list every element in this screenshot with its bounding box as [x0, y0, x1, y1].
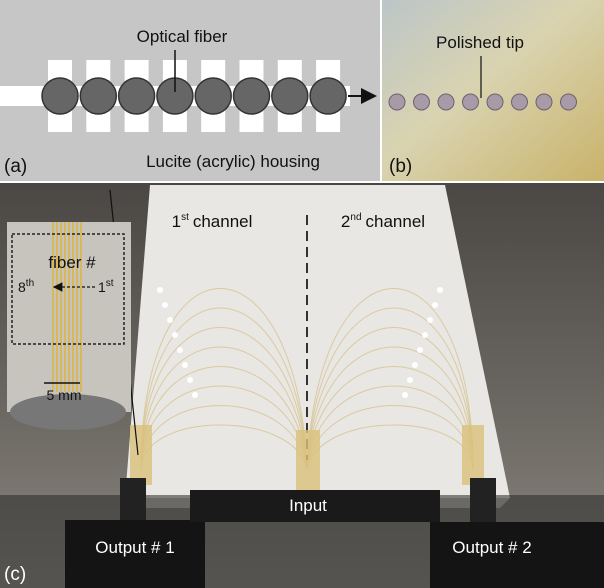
panel-tag: (a): [4, 156, 27, 177]
scale-label: 5 mm: [47, 387, 82, 403]
output-label: Output # 1: [95, 538, 174, 557]
fiber-tip: [487, 94, 503, 110]
channel-suffix: nd: [350, 212, 361, 223]
index-number: 8: [18, 279, 26, 295]
connector: [120, 478, 146, 523]
fiber-clip: [437, 287, 443, 293]
housing-label: Lucite (acrylic) housing: [146, 152, 320, 171]
fiber-clip: [167, 317, 173, 323]
fiber-tip: [389, 94, 405, 110]
fiber-strand: [64, 222, 66, 392]
fiber-clip: [407, 377, 413, 383]
fiber-clip: [157, 287, 163, 293]
fiber: [272, 78, 308, 114]
fiber-strand: [80, 222, 82, 392]
fiber-clip: [402, 392, 408, 398]
fiber-tip: [463, 94, 479, 110]
channel-word: channel: [193, 212, 253, 231]
fiber-strand: [72, 222, 74, 392]
inset-title: fiber #: [48, 253, 96, 272]
fiber: [80, 78, 116, 114]
channel-number: 1: [172, 212, 181, 231]
fiber-label: Optical fiber: [137, 27, 228, 46]
fiber-tip: [561, 94, 577, 110]
fiber-strand: [68, 222, 70, 392]
channel-word: channel: [366, 212, 426, 231]
fiber: [119, 78, 155, 114]
panel-b: Polished tip (b): [382, 0, 604, 181]
fiber-clip: [427, 317, 433, 323]
output-housing: [462, 425, 484, 485]
fiber-clip: [162, 302, 168, 308]
connector: [470, 478, 496, 523]
index-number: 1: [98, 279, 106, 295]
fiber-clip: [187, 377, 193, 383]
panel-tag: (b): [389, 156, 412, 177]
channel-number: 2: [341, 212, 350, 231]
fiber-strand: [76, 222, 78, 392]
fiber: [195, 78, 231, 114]
figure: Optical fiber (a) Lucite (acrylic) housi…: [0, 0, 604, 588]
index-suffix: th: [26, 278, 34, 289]
fiber-clip: [182, 362, 188, 368]
tip-label: Polished tip: [436, 33, 524, 52]
output-label: Output # 2: [452, 538, 531, 557]
panel-tag: (c): [4, 564, 26, 585]
fiber-tip: [536, 94, 552, 110]
fiber: [234, 78, 270, 114]
fiber-tip: [512, 94, 528, 110]
fiber-strand: [56, 222, 58, 392]
fiber-strand: [52, 222, 54, 392]
fiber-tip: [438, 94, 454, 110]
output-housing: [130, 425, 152, 485]
fiber-clip: [412, 362, 418, 368]
channel-suffix: st: [181, 212, 189, 223]
panel-a: Optical fiber (a) Lucite (acrylic) housi…: [0, 0, 380, 181]
fiber: [42, 78, 78, 114]
fiber-strand: [60, 222, 62, 392]
input-label: Input: [289, 496, 327, 515]
fiber-clip: [417, 347, 423, 353]
input-housing: [296, 430, 320, 498]
inset: fiber # 8th 1st 5 mm: [7, 222, 131, 430]
index-suffix: st: [106, 278, 114, 289]
fiber: [310, 78, 346, 114]
fiber-clip: [192, 392, 198, 398]
fiber-clip: [432, 302, 438, 308]
fiber-tip: [414, 94, 430, 110]
fiber-clip: [177, 347, 183, 353]
photo: [382, 0, 604, 181]
fiber-clip: [422, 332, 428, 338]
fiber-clip: [172, 332, 178, 338]
